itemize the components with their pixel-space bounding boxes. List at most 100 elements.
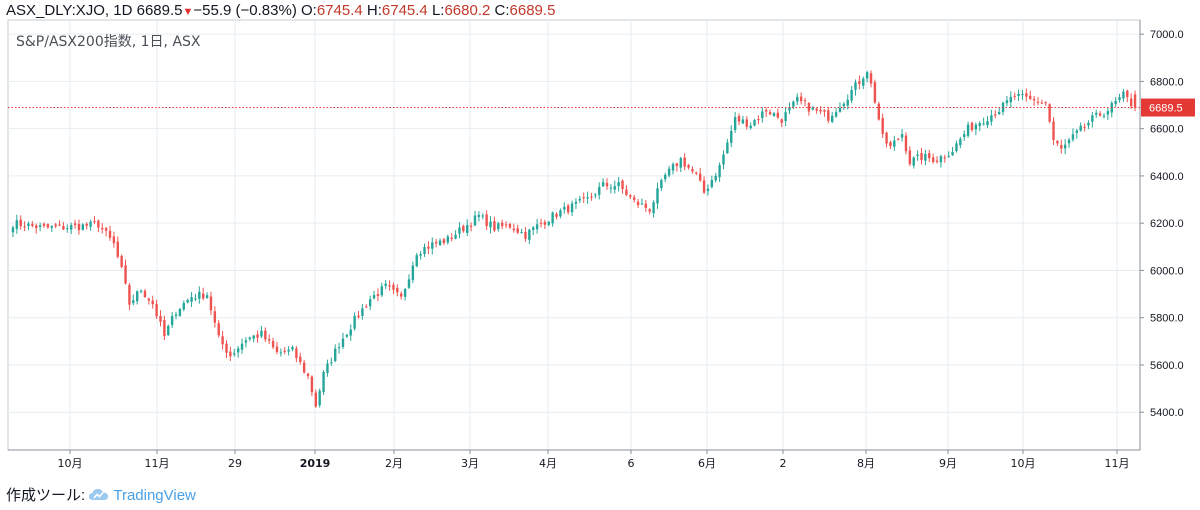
candle (341, 338, 345, 347)
footer-label: 作成ツール: (6, 487, 86, 504)
candle (427, 246, 430, 249)
x-tick-label: 9月 (939, 457, 957, 470)
x-tick-label: 6月 (698, 457, 716, 470)
candle (660, 180, 663, 189)
candle (978, 123, 981, 126)
candle (761, 111, 764, 119)
candle (1005, 100, 1009, 104)
candle (135, 291, 139, 302)
candle (213, 311, 217, 323)
candle (322, 371, 325, 393)
candle (718, 165, 721, 178)
candle (357, 315, 360, 318)
candle (625, 189, 628, 195)
candle (532, 227, 535, 230)
candle (256, 334, 259, 338)
candle (1102, 115, 1106, 117)
candle (104, 228, 108, 231)
candle (994, 114, 997, 116)
candle (58, 224, 61, 226)
candle (201, 293, 205, 299)
candlestick-chart[interactable]: 7000.0 6800.0 6600.0 6400.0 6200.0 6000.0 5800… (0, 0, 1200, 480)
candle (516, 228, 519, 233)
candle (15, 220, 19, 229)
candle (190, 297, 193, 302)
candle (815, 108, 818, 111)
candle (664, 174, 667, 180)
candle (318, 390, 321, 406)
candle (392, 284, 395, 290)
candle (528, 229, 531, 240)
candle (908, 150, 912, 165)
change-value: −55.9 (−0.83%) (193, 2, 297, 19)
tradingview-logo-icon (89, 489, 109, 500)
candle (900, 134, 904, 138)
candle (101, 227, 104, 230)
candle (89, 221, 92, 227)
tradingview-brand[interactable]: TradingView (113, 487, 196, 504)
candle (792, 101, 795, 107)
candle (811, 107, 814, 110)
y-tick-label: 5600.0 (1150, 360, 1184, 372)
candle (850, 89, 853, 101)
candle (803, 100, 807, 102)
candle (139, 290, 143, 292)
candle (1040, 102, 1044, 104)
candle (745, 119, 748, 127)
candle (403, 288, 407, 297)
candle (862, 78, 865, 86)
candle (143, 290, 147, 298)
candle (1021, 94, 1024, 96)
candle (349, 329, 352, 336)
candle (652, 202, 655, 214)
candle (1044, 102, 1047, 104)
candle (563, 206, 566, 210)
x-tick-label: 8月 (857, 457, 875, 470)
legend-header: ASX_DLY:XJO, 1D 6689.5▼−55.9 (−0.83%) O:… (6, 1, 555, 22)
candle (1106, 111, 1110, 115)
candle (112, 236, 116, 244)
candle (524, 231, 527, 239)
candle (869, 73, 873, 84)
candle (1036, 101, 1040, 103)
y-tick-label: 6400.0 (1150, 171, 1184, 183)
candle (186, 299, 189, 303)
candle (128, 285, 131, 305)
candle (489, 221, 492, 228)
candle (997, 112, 1001, 115)
candle (337, 347, 341, 349)
candle (617, 182, 620, 187)
candle (81, 224, 85, 230)
candle (380, 286, 384, 296)
high-value: 6745.4 (381, 2, 428, 19)
candle (1067, 139, 1071, 144)
candle (69, 225, 73, 230)
candle (830, 115, 834, 122)
candle (330, 362, 333, 364)
candle (535, 224, 539, 230)
candle (640, 203, 644, 205)
candle (1114, 100, 1117, 104)
candle (780, 119, 783, 123)
candle (159, 315, 162, 322)
candle (376, 294, 380, 296)
candle (733, 117, 737, 131)
candle (19, 219, 22, 227)
candle (702, 180, 706, 193)
candle (1032, 98, 1036, 101)
candle (842, 103, 846, 107)
candle (1091, 115, 1094, 122)
candle (1009, 96, 1013, 103)
candle (924, 154, 927, 161)
candle (419, 254, 422, 256)
plot-area (7, 19, 1141, 451)
y-tick-label: 5800.0 (1150, 313, 1184, 325)
candle (108, 230, 112, 238)
candle (209, 296, 213, 311)
low-label: L: (431, 2, 445, 19)
candle (543, 221, 547, 225)
candle (764, 110, 768, 112)
candle (446, 236, 450, 243)
candle (714, 175, 717, 181)
y-tick-label: 6800.0 (1150, 76, 1184, 88)
